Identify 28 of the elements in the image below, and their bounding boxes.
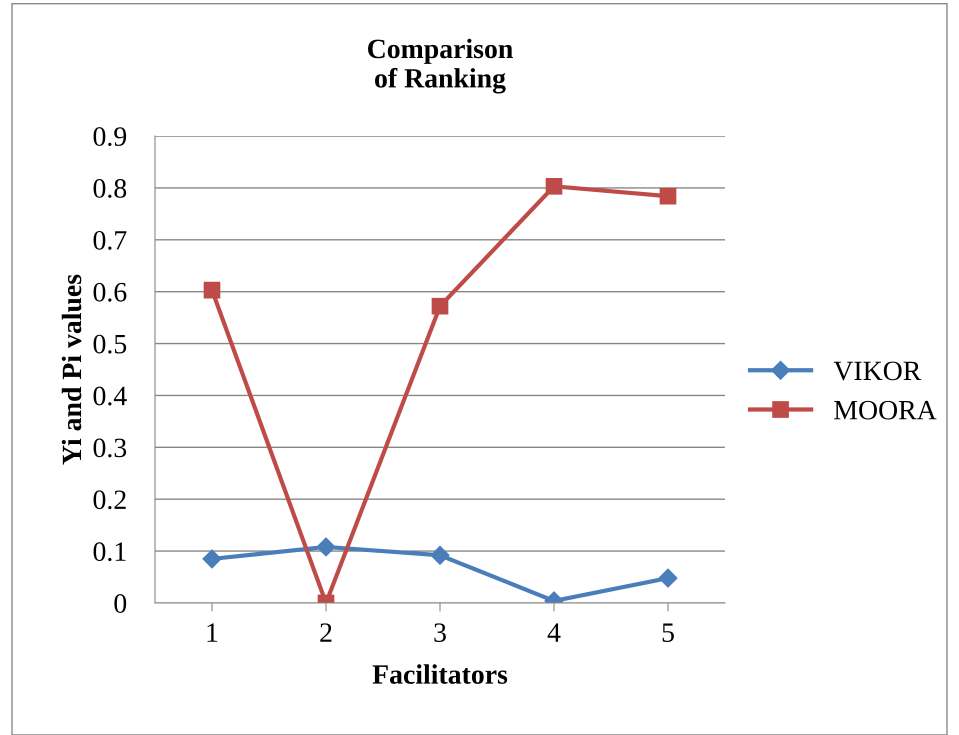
y-tick-label: 0.2 [94, 490, 126, 510]
point [546, 178, 562, 195]
y-tick-label: 0.8 [94, 179, 126, 198]
y-tick-label: 0.1 [94, 542, 126, 562]
point [204, 282, 220, 298]
legend-label: MOORA [834, 400, 937, 420]
legend-label: VIKOR [834, 362, 922, 380]
y-tick-label: 0.3 [94, 438, 126, 458]
point [660, 188, 676, 205]
y-tick-label: 0.4 [94, 386, 127, 406]
y-tick-label: 0.5 [94, 334, 126, 354]
y-tick-label: 0.6 [94, 282, 126, 302]
y-tick-label: 0.7 [94, 230, 126, 250]
x-tick-label: 1 [208, 623, 218, 642]
point [202, 549, 222, 568]
x-tick-label: 4 [548, 623, 561, 642]
x-tick-label: 3 [434, 623, 446, 642]
chart-title: Comparison of Ranking [368, 38, 513, 94]
x-axis-title: Facilitators [372, 664, 508, 684]
x-tick-label: 2 [320, 623, 332, 642]
x-tick-label: 5 [662, 624, 674, 642]
y-axis-title: Yi and Pi values [62, 274, 82, 465]
point [432, 298, 448, 315]
y-tick-label: 0.9 [94, 127, 126, 146]
point [430, 546, 450, 565]
point [658, 568, 678, 588]
y-tick-label: 0 [114, 594, 126, 613]
point [316, 537, 336, 556]
